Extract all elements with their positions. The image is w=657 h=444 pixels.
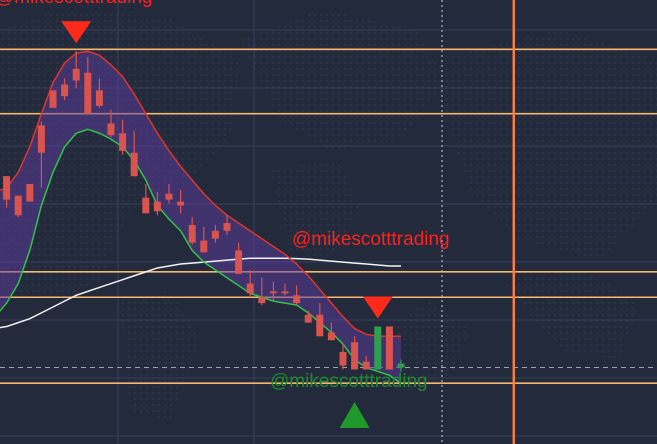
candle-body <box>235 250 243 274</box>
candles <box>3 51 405 372</box>
candle-body <box>49 90 57 108</box>
watermark-bottom: @mikescotttrading <box>270 371 428 392</box>
arrow-up-icon <box>339 402 370 428</box>
candle-body <box>72 68 80 81</box>
candle-body <box>119 133 127 151</box>
candle-body <box>142 197 150 214</box>
candle-body <box>84 72 92 114</box>
candle-body <box>246 283 254 294</box>
candle-body <box>304 314 312 323</box>
candle-body <box>107 123 115 136</box>
candle-body <box>362 361 370 370</box>
candle-body <box>26 184 34 202</box>
candle-body <box>374 326 382 370</box>
candle-body <box>200 240 208 253</box>
candle-body <box>211 230 219 239</box>
candle-body <box>397 363 405 368</box>
signal-arrows <box>61 21 393 428</box>
candle-body <box>281 291 289 294</box>
candle-body <box>351 342 359 370</box>
candle-body <box>61 84 69 97</box>
arrow-down-icon <box>362 296 393 319</box>
upper-band-line <box>0 50 401 338</box>
candle-body <box>339 351 347 366</box>
candle-body <box>165 193 173 200</box>
watermark-middle: @mikescotttrading <box>292 229 450 250</box>
candle-body <box>223 223 231 231</box>
candle-body <box>95 90 103 106</box>
candle-body <box>14 195 22 216</box>
candle-body <box>177 201 185 206</box>
candle-body <box>327 332 335 341</box>
candle-body <box>316 314 324 337</box>
candle-body <box>293 295 301 304</box>
candle-body <box>385 326 393 370</box>
band-fill <box>0 51 401 384</box>
candle-body <box>153 201 161 212</box>
candle-body <box>269 291 277 294</box>
watermark-top: @mikescotttrading <box>0 0 153 8</box>
candle-body <box>188 225 196 243</box>
candle-body <box>258 297 266 304</box>
candle-body <box>37 125 45 153</box>
arrow-down-icon <box>61 21 92 44</box>
candle-body <box>3 176 11 200</box>
moving-average-line <box>0 257 401 329</box>
candle-body <box>130 152 138 177</box>
